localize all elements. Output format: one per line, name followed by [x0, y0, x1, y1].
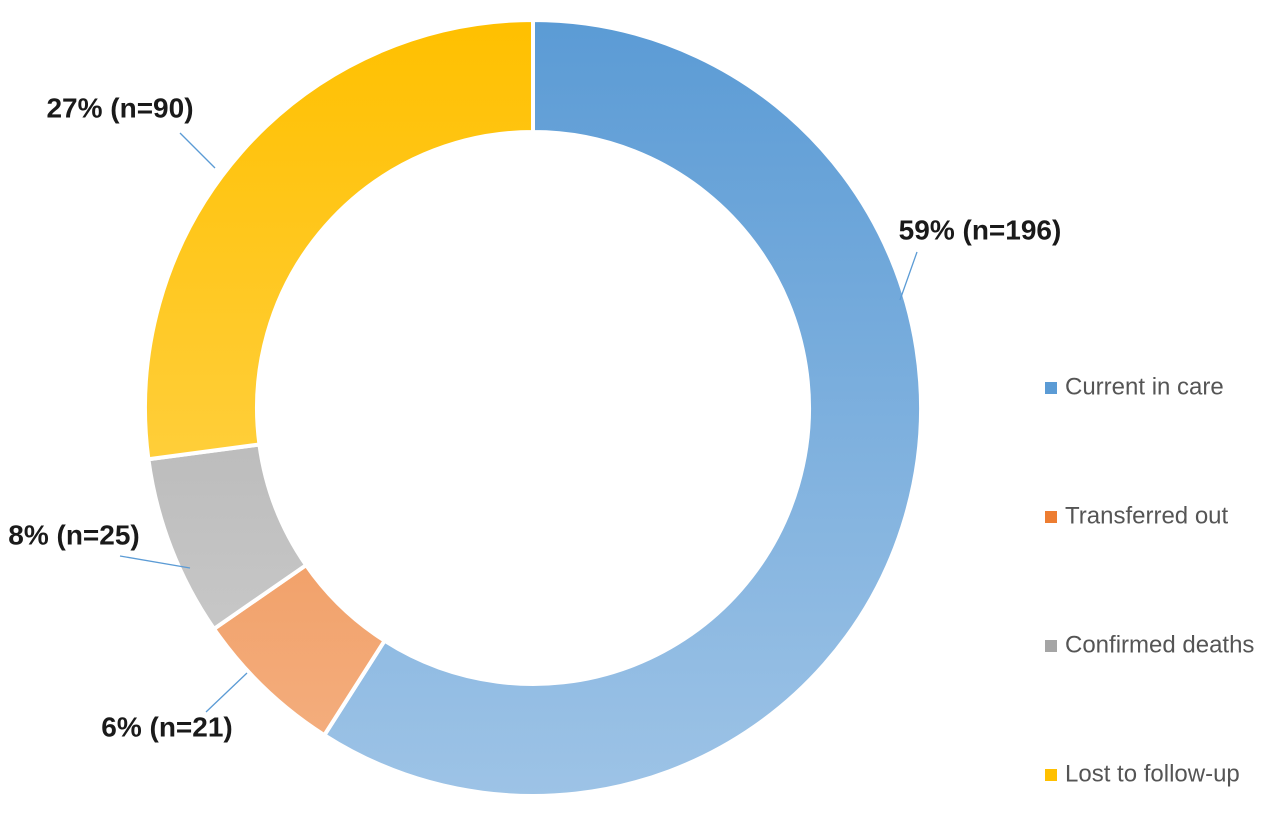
slice-current-in-care	[322, 18, 923, 798]
leader-lines	[119, 132, 918, 713]
data-label-transferred-out: 6% (n=21)	[101, 711, 233, 742]
legend-label: Confirmed deaths	[1065, 631, 1254, 658]
legend-swatch	[1045, 769, 1057, 781]
legend-item-lost-to-follow-up: Lost to follow-up	[1045, 760, 1240, 787]
legend-swatch	[1045, 382, 1057, 394]
data-label-lost-to-follow-up: 27% (n=90)	[46, 92, 193, 123]
legend-swatch	[1045, 640, 1057, 652]
slice-lost-to-follow-up	[143, 18, 535, 462]
data-label-current-in-care: 59% (n=196)	[899, 214, 1062, 245]
leader-line-transferred-out	[205, 672, 248, 713]
legend-label: Lost to follow-up	[1065, 760, 1240, 787]
leader-line-confirmed-deaths	[119, 555, 191, 569]
leader-line-current-in-care	[899, 251, 918, 301]
legend-swatch	[1045, 511, 1057, 523]
legend-item-current-in-care: Current in care	[1045, 373, 1224, 400]
legend-label: Current in care	[1065, 373, 1224, 400]
legend: Current in care Transferred out Confirmed …	[1045, 373, 1254, 787]
leader-line-lost-to-follow-up	[179, 132, 216, 169]
legend-item-confirmed-deaths: Confirmed deaths	[1045, 631, 1254, 658]
data-label-confirmed-deaths: 8% (n=25)	[8, 519, 140, 550]
legend-label: Transferred out	[1065, 502, 1229, 529]
donut-slices	[143, 18, 923, 798]
data-labels: 59% (n=196) 6% (n=21) 8% (n=25) 27% (n=90)	[8, 92, 1061, 742]
legend-item-transferred-out: Transferred out	[1045, 502, 1229, 529]
